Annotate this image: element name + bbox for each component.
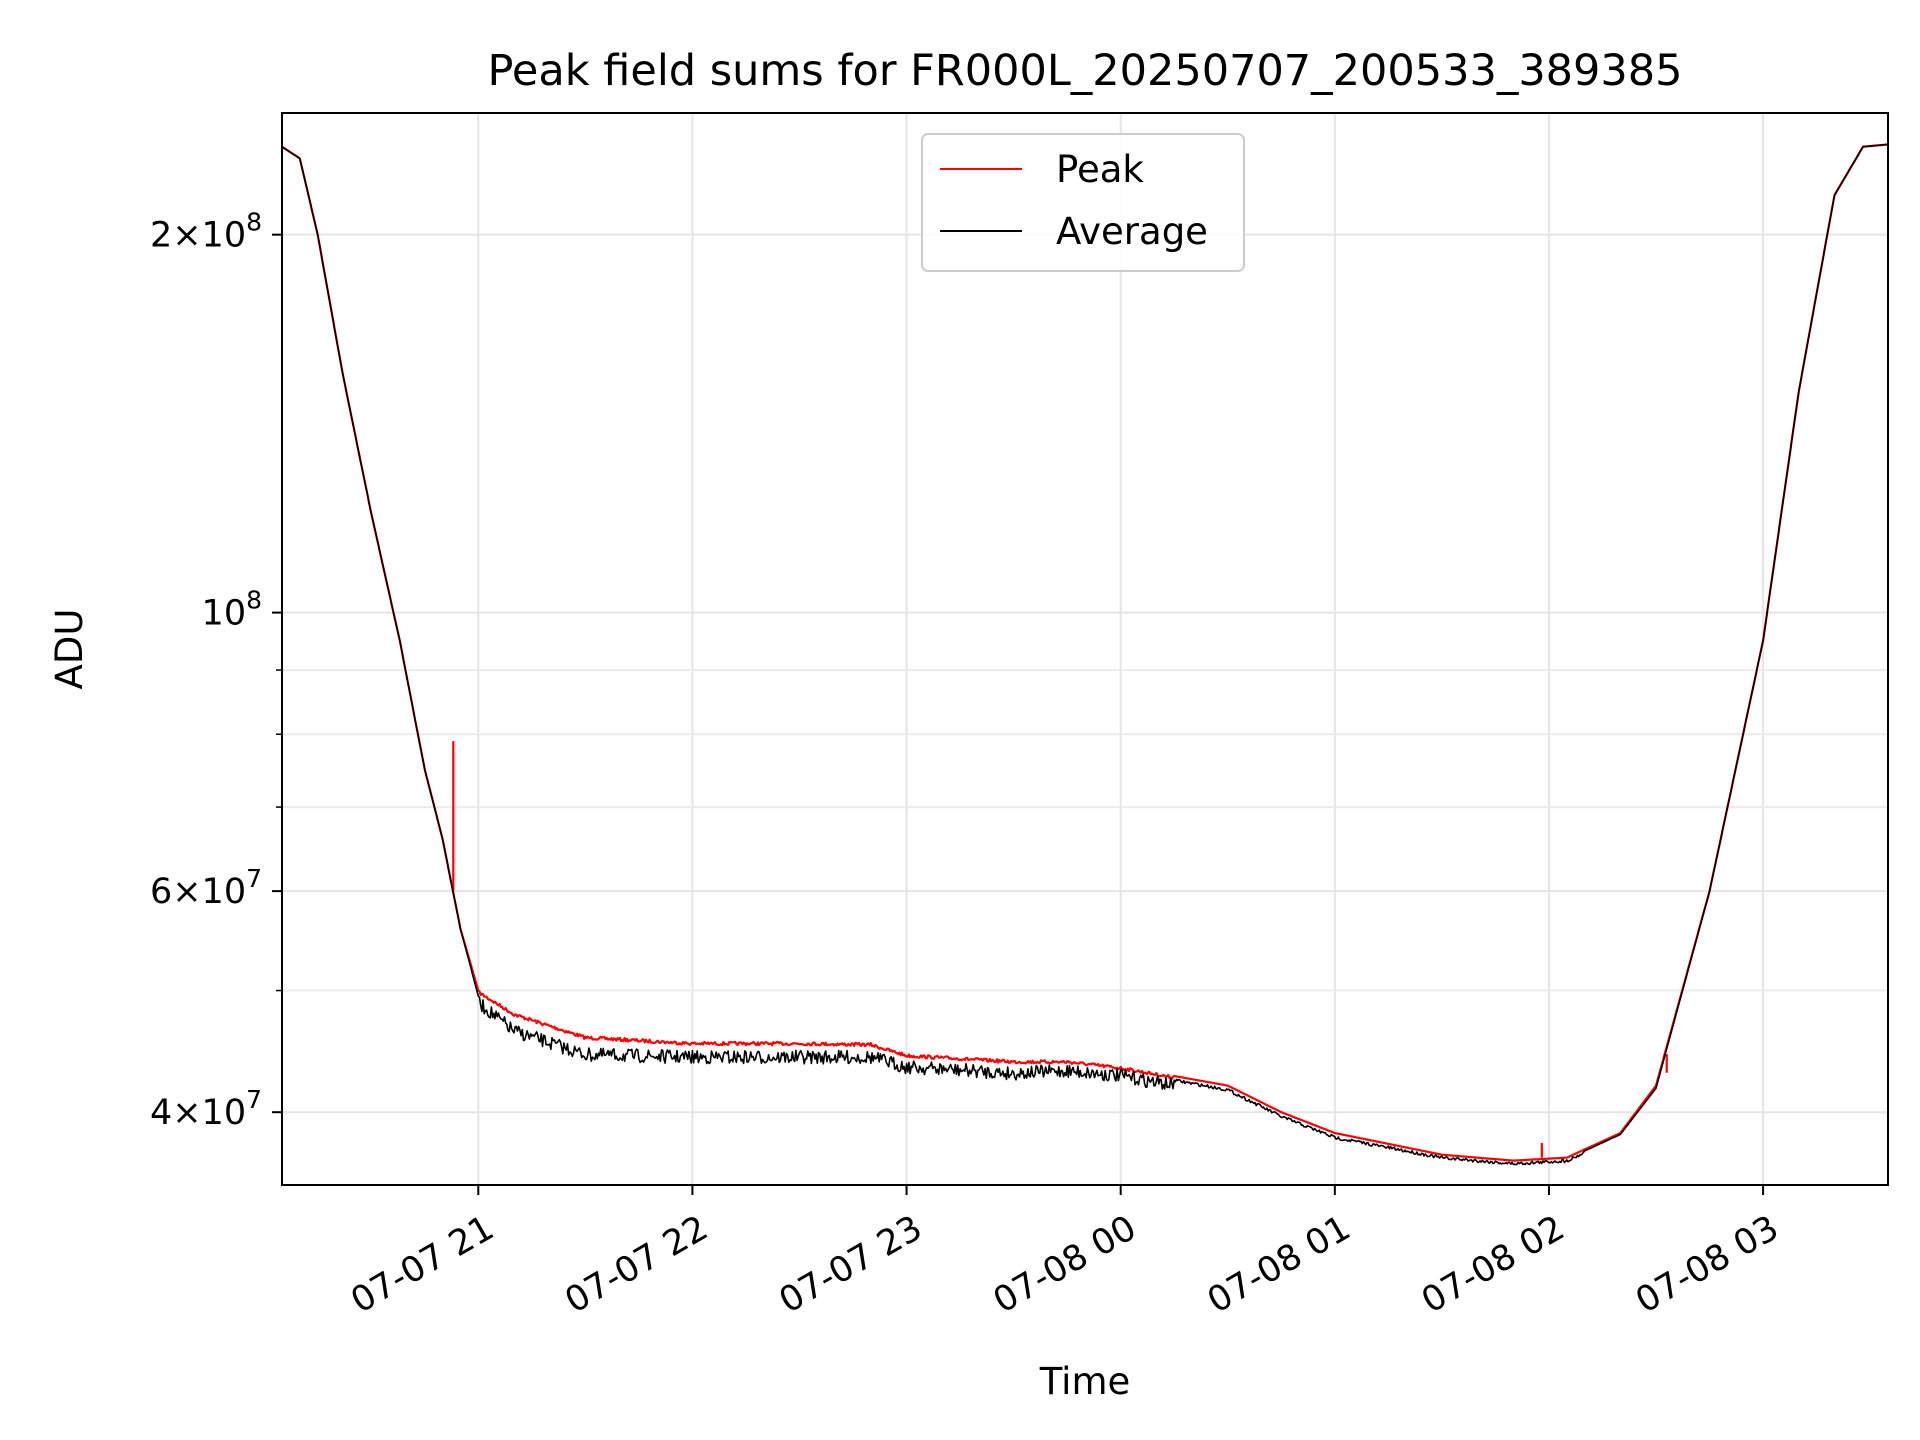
series-line-average <box>282 143 1888 1166</box>
series-line-peak <box>282 143 1888 1162</box>
y-tick-label: 4×107 <box>150 1085 262 1133</box>
y-tick-label: 6×107 <box>150 864 262 912</box>
legend-label-peak: Peak <box>1056 148 1144 191</box>
y-axis-ticks: 2×108 108 6×107 4×107 <box>150 208 282 1133</box>
chart-title: Peak field sums for FR000L_20250707_2005… <box>488 46 1683 96</box>
y-tick-label: 108 <box>202 586 262 634</box>
grid <box>282 113 1888 1185</box>
y-tick-label: 2×108 <box>150 208 262 256</box>
x-axis-label: Time <box>1039 1360 1131 1403</box>
plot-frame <box>281 112 1889 1186</box>
series-layer <box>282 143 1888 1166</box>
legend-label-average: Average <box>1056 210 1208 253</box>
legend: Peak Average <box>921 133 1245 272</box>
y-axis-label: ADU <box>48 609 91 690</box>
